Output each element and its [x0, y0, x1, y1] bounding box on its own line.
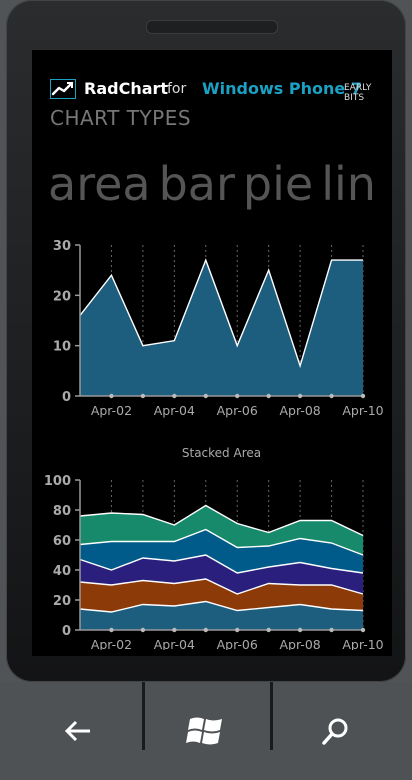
- x-tick-label: Apr-04: [154, 403, 195, 418]
- page-title: CHART TYPES: [50, 106, 192, 130]
- x-tick-label: Apr-10: [342, 403, 383, 418]
- x-tick-mark: [235, 627, 240, 633]
- x-tick-label: Apr-08: [279, 637, 320, 650]
- y-tick-label: 0: [62, 624, 71, 639]
- area-series-line: [79, 528, 364, 556]
- area-series-line: [79, 600, 364, 613]
- app-brand-name: RadChart: [84, 79, 169, 98]
- x-tick-mark: [109, 627, 114, 633]
- earpiece-speaker: [146, 20, 278, 34]
- x-tick-mark: [329, 393, 334, 399]
- area-series-fill: [80, 529, 363, 573]
- area-chart: 0 10 20 30 Apr-02 Apr-04 Apr-06 Apr-08 Apr-10: [53, 239, 384, 418]
- x-tick-mark: [140, 393, 146, 399]
- pivot-item-area[interactable]: area: [48, 157, 151, 211]
- area-series-fill: [80, 579, 363, 612]
- phone-screen: RadChart for Windows Phone 7 EARLY BITS …: [32, 50, 392, 656]
- x-tick-mark: [109, 393, 114, 399]
- x-tick-mark: [235, 393, 240, 399]
- x-tick-mark: [172, 627, 177, 633]
- x-tick-mark: [360, 393, 366, 399]
- x-tick-mark: [266, 627, 271, 633]
- windows-logo-icon: [186, 717, 222, 745]
- nav-divider: [270, 682, 273, 750]
- x-tick-label: Apr-06: [217, 403, 258, 418]
- x-tick-mark: [203, 393, 208, 399]
- area-series-fill: [80, 260, 363, 396]
- search-icon: [322, 718, 348, 745]
- app-tag-label: EARLY BITS: [344, 83, 372, 103]
- pivot-item-bar[interactable]: bar: [158, 157, 235, 211]
- nav-divider: [142, 682, 145, 750]
- x-tick-mark: [329, 627, 334, 633]
- x-tick-label: Apr-10: [342, 637, 383, 650]
- pivot-item-line[interactable]: lin: [321, 157, 376, 211]
- x-tick-label: Apr-06: [217, 637, 258, 650]
- y-tick-label: 80: [53, 504, 71, 519]
- x-tick-label: Apr-02: [91, 637, 132, 650]
- radchart-logo-icon: [50, 79, 76, 99]
- x-tick-label: Apr-08: [279, 403, 320, 418]
- x-tick-mark: [140, 627, 146, 633]
- area-series-fill: [80, 601, 363, 630]
- x-tick-label: Apr-02: [91, 403, 132, 418]
- area-series-line: [79, 504, 364, 537]
- y-tick-label: 20: [53, 289, 71, 304]
- y-tick-label: 20: [53, 594, 71, 609]
- chart-title: Stacked Area: [182, 446, 261, 460]
- x-tick-mark: [203, 627, 208, 633]
- y-tick-label: 30: [53, 239, 71, 254]
- back-button[interactable]: [14, 682, 142, 780]
- pivot-item-pie[interactable]: pie: [242, 157, 314, 211]
- x-tick-label: Apr-04: [154, 637, 195, 650]
- back-arrow-icon: [64, 720, 90, 742]
- x-tick-mark: [297, 393, 303, 399]
- pivot-header[interactable]: area bar pie lin: [48, 154, 384, 214]
- y-tick-label: 0: [62, 390, 71, 405]
- hardware-nav-bar: [0, 682, 412, 780]
- y-tick-label: 10: [53, 340, 71, 355]
- area-series-line: [79, 554, 364, 574]
- y-tick-label: 60: [53, 534, 71, 549]
- start-button[interactable]: [142, 682, 270, 780]
- area-series-line: [79, 258, 363, 369]
- stacked-area-chart: Stacked Area 0 20 40 60 80 100 Apr-02 Apr-04 Apr-…: [44, 446, 384, 650]
- app-header: RadChart for Windows Phone 7 EARLY BITS: [50, 78, 390, 103]
- search-button[interactable]: [272, 682, 400, 780]
- app-platform-name: Windows Phone 7: [202, 79, 362, 98]
- area-series-fill: [80, 505, 363, 555]
- phone-frame: RadChart for Windows Phone 7 EARLY BITS …: [6, 0, 406, 682]
- x-tick-mark: [266, 393, 271, 399]
- area-series-line: [79, 578, 364, 595]
- y-tick-label: 100: [44, 474, 71, 489]
- x-tick-mark: [360, 627, 366, 633]
- y-tick-label: 40: [53, 564, 71, 579]
- x-tick-mark: [172, 393, 177, 399]
- app-for-text: for: [167, 81, 187, 97]
- x-tick-mark: [297, 627, 303, 633]
